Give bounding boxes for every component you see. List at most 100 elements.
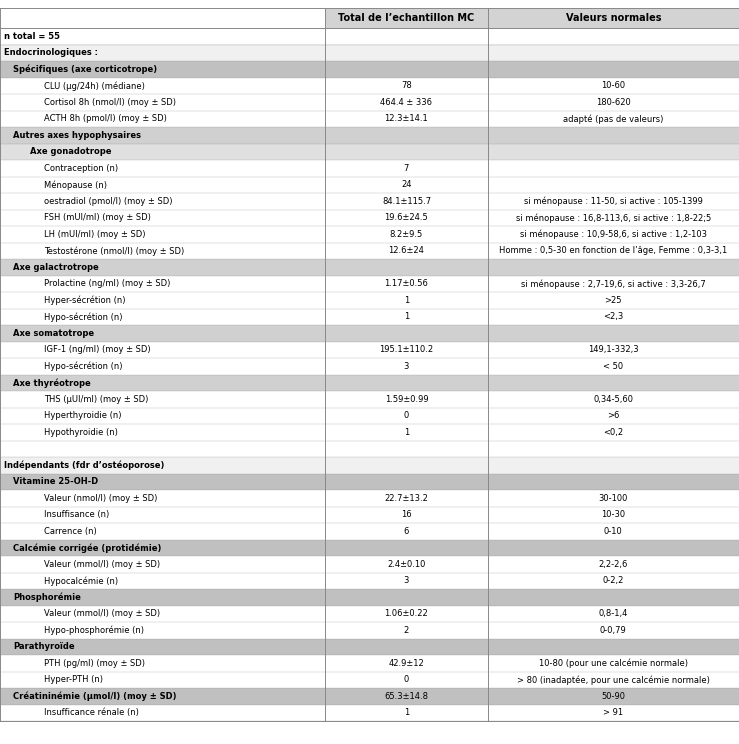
Text: ACTH 8h (pmol/l) (moy ± SD): ACTH 8h (pmol/l) (moy ± SD) (44, 115, 167, 124)
Bar (0, 638, 739, 655)
Text: Valeur (mmol/l) (moy ± SD): Valeur (mmol/l) (moy ± SD) (44, 559, 160, 568)
Bar (0, 292, 739, 309)
Text: 10-80 (pour une calcémie normale): 10-80 (pour une calcémie normale) (539, 658, 688, 668)
Text: CLU (µg/24h) (médiane): CLU (µg/24h) (médiane) (44, 81, 146, 91)
Bar (0, 309, 739, 325)
Text: <2,3: <2,3 (603, 312, 624, 321)
Bar (0, 556, 739, 572)
Text: Vitamine 25-OH-D: Vitamine 25-OH-D (13, 477, 98, 487)
Text: THS (µUI/ml) (moy ± SD): THS (µUI/ml) (moy ± SD) (44, 395, 149, 404)
Text: Indépendants (fdr d’ostéoporose): Indépendants (fdr d’ostéoporose) (4, 461, 164, 470)
Text: Axe galactrotrope: Axe galactrotrope (13, 263, 99, 272)
Text: Testostérone (nmol/l) (moy ± SD): Testostérone (nmol/l) (moy ± SD) (44, 246, 185, 255)
Text: 3: 3 (403, 362, 409, 371)
Bar (0, 77, 739, 94)
Text: Valeurs normales: Valeurs normales (565, 13, 661, 23)
Bar (0, 457, 739, 473)
Text: 42.9±12: 42.9±12 (389, 658, 424, 668)
Bar (0, 688, 739, 705)
Bar (0, 507, 739, 523)
Bar (0, 606, 739, 622)
Bar (0, 193, 739, 210)
Text: >25: >25 (605, 296, 622, 305)
Bar (0, 358, 739, 374)
Text: Axe somatotrope: Axe somatotrope (13, 329, 95, 338)
Text: Calcémie corrigée (protidémie): Calcémie corrigée (protidémie) (13, 543, 162, 553)
Text: 24: 24 (401, 180, 412, 189)
Text: 1: 1 (403, 428, 409, 437)
Bar (0, 275, 739, 292)
Text: Total de l’echantillon MC: Total de l’echantillon MC (338, 13, 474, 23)
Text: Spécifiques (axe corticotrope): Spécifiques (axe corticotrope) (13, 65, 157, 74)
Text: <0,2: <0,2 (603, 428, 624, 437)
Bar (0, 61, 739, 77)
Text: 0-0,79: 0-0,79 (600, 626, 627, 635)
Text: LH (mUI/ml) (moy ± SD): LH (mUI/ml) (moy ± SD) (44, 230, 146, 239)
Text: oestradiol (pmol/l) (moy ± SD): oestradiol (pmol/l) (moy ± SD) (44, 196, 173, 206)
Text: 0,34-5,60: 0,34-5,60 (593, 395, 633, 404)
Text: 84.1±115.7: 84.1±115.7 (382, 196, 431, 206)
Bar (0, 490, 739, 507)
Bar (0, 622, 739, 638)
Text: IGF-1 (ng/ml) (moy ± SD): IGF-1 (ng/ml) (moy ± SD) (44, 345, 151, 354)
Text: Autres axes hypophysaires: Autres axes hypophysaires (13, 131, 141, 140)
Text: 0: 0 (403, 411, 409, 420)
Bar (0, 226, 739, 243)
Bar (0, 391, 739, 408)
Text: FSH (mUI/ml) (moy ± SD): FSH (mUI/ml) (moy ± SD) (44, 214, 151, 222)
Text: 7: 7 (403, 164, 409, 173)
Text: Phosphorémie: Phosphorémie (13, 592, 81, 602)
Text: 6: 6 (403, 527, 409, 536)
Text: Cortisol 8h (nmol/l) (moy ± SD): Cortisol 8h (nmol/l) (moy ± SD) (44, 97, 177, 106)
Text: Axe thyréotrope: Axe thyréotrope (13, 378, 91, 388)
Bar (0, 28, 739, 45)
Text: Créatininémie (µmol/l) (moy ± SD): Créatininémie (µmol/l) (moy ± SD) (13, 691, 177, 701)
Text: 0,8-1,4: 0,8-1,4 (599, 609, 628, 618)
Bar (325, 8, 488, 28)
Text: 464.4 ± 336: 464.4 ± 336 (381, 97, 432, 106)
Bar (0, 523, 739, 539)
Text: >6: >6 (607, 411, 619, 420)
Bar (0, 94, 739, 111)
Text: 195.1±110.2: 195.1±110.2 (379, 345, 434, 354)
Text: 50-90: 50-90 (602, 692, 625, 701)
Bar (0, 424, 739, 440)
Bar (0, 210, 739, 226)
Bar (0, 176, 739, 193)
Bar (0, 539, 739, 556)
Text: 3: 3 (403, 577, 409, 586)
Text: 180-620: 180-620 (596, 97, 631, 106)
Text: si ménopause : 10,9-58,6, si active : 1,2-103: si ménopause : 10,9-58,6, si active : 1,… (520, 229, 707, 239)
Bar (0, 127, 739, 144)
Text: 30-100: 30-100 (599, 494, 628, 503)
Text: 19.6±24.5: 19.6±24.5 (384, 214, 429, 222)
Text: adapté (pas de valeurs): adapté (pas de valeurs) (563, 114, 664, 124)
Text: Valeur (mmol/l) (moy ± SD): Valeur (mmol/l) (moy ± SD) (44, 609, 160, 618)
Text: n total = 55: n total = 55 (4, 32, 60, 41)
Bar (0, 160, 739, 176)
Text: Valeur (nmol/l) (moy ± SD): Valeur (nmol/l) (moy ± SD) (44, 494, 157, 503)
Text: si ménopause : 11-50, si active : 105-1399: si ménopause : 11-50, si active : 105-13… (524, 196, 703, 206)
Text: 1.17±0.56: 1.17±0.56 (384, 279, 429, 288)
Text: Hypo-sécrétion (n): Hypo-sécrétion (n) (44, 312, 123, 321)
Bar (0, 111, 739, 127)
Text: Hypo-sécrétion (n): Hypo-sécrétion (n) (44, 362, 123, 371)
Text: PTH (pg/ml) (moy ± SD): PTH (pg/ml) (moy ± SD) (44, 658, 146, 668)
Text: 149,1-332,3: 149,1-332,3 (588, 345, 638, 354)
Text: si ménopause : 16,8-113,6, si active : 1,8-22;5: si ménopause : 16,8-113,6, si active : 1… (516, 213, 711, 222)
Text: Prolactine (ng/ml) (moy ± SD): Prolactine (ng/ml) (moy ± SD) (44, 279, 171, 288)
Text: 0: 0 (403, 676, 409, 684)
Text: 8.2±9.5: 8.2±9.5 (390, 230, 423, 239)
Bar (0, 259, 739, 275)
Text: 16: 16 (401, 510, 412, 519)
Bar (0, 589, 739, 606)
Text: 22.7±13.2: 22.7±13.2 (384, 494, 429, 503)
Bar (0, 374, 739, 391)
Text: Endocrinologiques :: Endocrinologiques : (4, 48, 98, 57)
Text: > 91: > 91 (603, 708, 624, 717)
Text: 0-2,2: 0-2,2 (603, 577, 624, 586)
Text: Carrence (n): Carrence (n) (44, 527, 97, 536)
Text: Homme : 0,5-30 en fonction de l’âge, Femme : 0,3-3,1: Homme : 0,5-30 en fonction de l’âge, Fem… (500, 246, 727, 255)
Bar (0, 243, 739, 259)
Bar (0, 325, 739, 341)
